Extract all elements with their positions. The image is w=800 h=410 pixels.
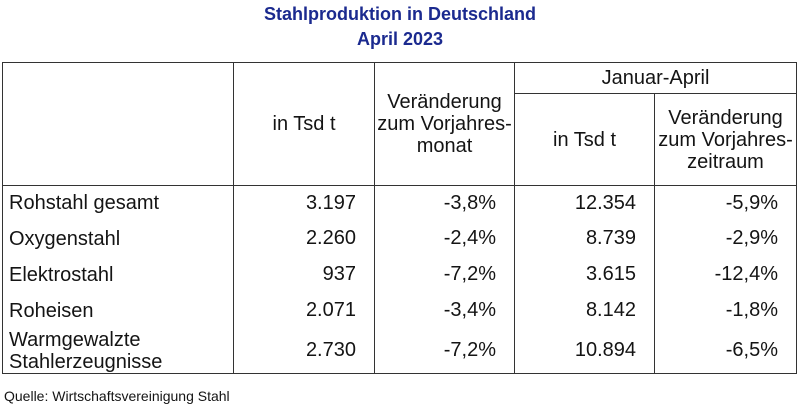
header-change-ytd: Veränderung zum Vorjahres- zeitraum	[653, 93, 798, 186]
table-row: Rohstahl gesamt 3.197 -3,8% 12.354 -5,9%	[2, 185, 798, 221]
row-change-value: -3,4%	[374, 292, 515, 329]
table-body: Rohstahl gesamt 3.197 -3,8% 12.354 -5,9%…	[2, 185, 798, 374]
header-change-month-line2: zum Vorjahres-	[377, 113, 512, 135]
row-ytd-change-value: -1,8%	[653, 292, 798, 329]
header-change-month-line3: monat	[416, 135, 473, 157]
table-row: Roheisen 2.071 -3,4% 8.142 -1,8%	[2, 292, 798, 329]
row-ytd-change-value: -2,9%	[653, 220, 798, 257]
row-label: Rohstahl gesamt	[2, 185, 234, 221]
row-tsd-value: 2.730	[233, 328, 375, 374]
page-title: Stahlproduktion in Deutschland April 202…	[0, 2, 800, 52]
source-note: Quelle: Wirtschaftsvereinigung Stahl	[4, 388, 230, 404]
header-change-ytd-line2: zum Vorjahres-	[658, 128, 793, 151]
row-label: Elektrostahl	[2, 256, 234, 293]
row-tsd-value: 3.197	[233, 185, 375, 221]
header-change-month-line1: Veränderung	[387, 91, 502, 113]
header-januar-april: Januar-April	[513, 62, 798, 94]
header-ytd-in-tsd-t: in Tsd t	[514, 93, 655, 186]
row-label: Warmgewalzte Stahlerzeugnisse	[2, 328, 234, 374]
row-ytd-tsd-value: 8.739	[514, 220, 655, 257]
row-change-value: -7,2%	[374, 256, 515, 293]
row-change-value: -7,2%	[374, 328, 515, 374]
steel-production-table: in Tsd t Veränderung zum Vorjahres- mona…	[2, 62, 798, 374]
row-ytd-change-value: -12,4%	[653, 256, 798, 293]
row-tsd-value: 937	[233, 256, 375, 293]
table-row: Oxygenstahl 2.260 -2,4% 8.739 -2,9%	[2, 220, 798, 257]
row-label: Roheisen	[2, 292, 234, 329]
row-ytd-tsd-value: 10.894	[514, 328, 655, 374]
row-label: Oxygenstahl	[2, 220, 234, 257]
header-change-ytd-line3: zeitraum	[687, 150, 764, 173]
row-ytd-change-value: -6,5%	[653, 328, 798, 374]
row-tsd-value: 2.260	[233, 220, 375, 257]
header-change-ytd-line1: Veränderung	[668, 106, 783, 129]
title-line1: Stahlproduktion in Deutschland	[263, 4, 536, 24]
row-tsd-value: 2.071	[233, 292, 375, 329]
row-ytd-tsd-value: 3.615	[514, 256, 655, 293]
table-row: Elektrostahl 937 -7,2% 3.615 -12,4%	[2, 256, 798, 293]
corner-cell	[2, 62, 234, 186]
row-ytd-tsd-value: 12.354	[514, 185, 655, 221]
row-ytd-tsd-value: 8.142	[514, 292, 655, 329]
row-ytd-change-value: -5,9%	[653, 185, 798, 221]
table-header: in Tsd t Veränderung zum Vorjahres- mona…	[2, 62, 798, 186]
table-row: Warmgewalzte Stahlerzeugnisse 2.730 -7,2…	[2, 328, 798, 374]
title-line2: April 2023	[356, 29, 444, 49]
header-in-tsd-t: in Tsd t	[233, 62, 375, 186]
row-change-value: -2,4%	[374, 220, 515, 257]
row-change-value: -3,8%	[374, 185, 515, 221]
header-change-month: Veränderung zum Vorjahres- monat	[374, 62, 515, 186]
